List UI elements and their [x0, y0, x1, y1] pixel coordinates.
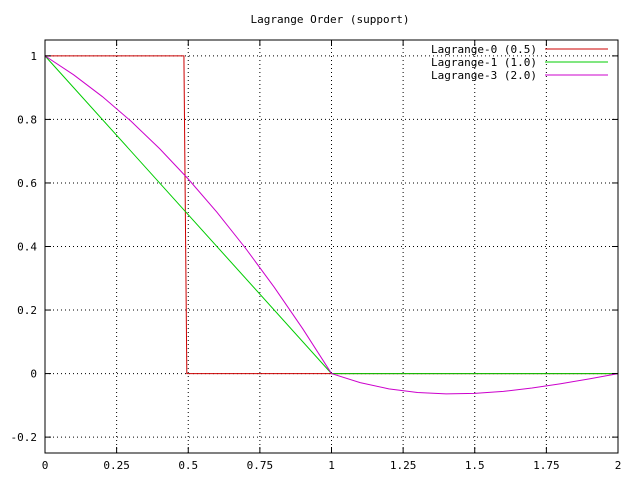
- x-tick-label: 0: [42, 459, 49, 472]
- legend-label: Lagrange-3 (2.0): [431, 69, 537, 82]
- grid: [45, 40, 618, 453]
- y-tick-label: 0.6: [17, 177, 37, 190]
- x-tick-label: 1: [328, 459, 335, 472]
- x-tick-label: 1.25: [390, 459, 417, 472]
- x-tick-label: 0.25: [103, 459, 130, 472]
- series-line-2: [44, 55, 619, 395]
- x-tick-label: 1.5: [465, 459, 485, 472]
- y-tick-label: 0.2: [17, 304, 37, 317]
- x-tick-label: 1.75: [533, 459, 560, 472]
- axis-ticks: 0 0.25 0.5 0.75 1 1.25 1.5 1.75 2 -0.2 0 0.2 0.4 0.6 0…: [11, 40, 622, 472]
- y-tick-label: -0.2: [11, 431, 38, 444]
- x-tick-label: 0.5: [178, 459, 198, 472]
- y-tick-label: 1: [30, 50, 37, 63]
- x-tick-label: 0.75: [247, 459, 274, 472]
- series-line-0: [45, 55, 618, 375]
- chart-title: Lagrange Order (support): [251, 13, 410, 26]
- legend-label: Lagrange-0 (0.5): [431, 43, 537, 56]
- y-tick-label: 0.8: [17, 113, 37, 126]
- legend: Lagrange-0 (0.5)Lagrange-1 (1.0)Lagrange…: [431, 43, 608, 82]
- series-lines: [44, 55, 619, 395]
- y-tick-label: 0.4: [17, 241, 37, 254]
- x-tick-label: 2: [615, 459, 622, 472]
- legend-label: Lagrange-1 (1.0): [431, 56, 537, 69]
- y-tick-label: 0: [30, 368, 37, 381]
